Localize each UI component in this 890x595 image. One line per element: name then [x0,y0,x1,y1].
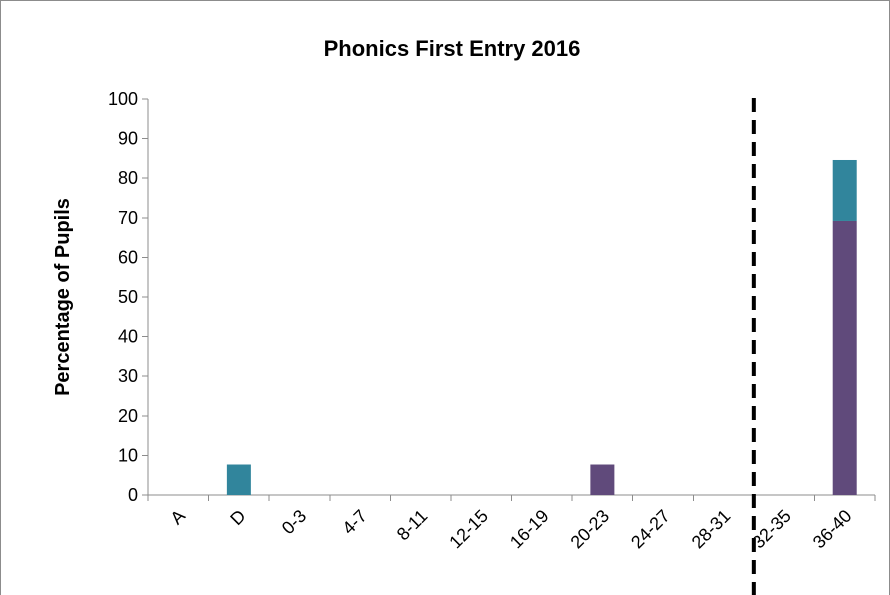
y-tick-label: 70 [118,208,138,228]
y-tick-label: 10 [118,445,138,465]
y-tick-label: 30 [118,366,138,386]
y-tick-label: 40 [118,327,138,347]
bar-segment-series-2-36-40 [832,159,857,221]
bar-segment-series-2-D [226,464,251,495]
y-tick-label: 100 [108,89,138,109]
y-tick-label: 90 [118,129,138,149]
y-axis-label: Percentage of Pupils [52,198,74,396]
y-tick-label: 50 [118,287,138,307]
y-tick-label: 0 [128,485,138,505]
chart-title: Phonics First Entry 2016 [324,36,581,61]
y-tick-label: 80 [118,168,138,188]
bar-segment-series-1-20-23 [590,464,615,495]
y-tick-label: 60 [118,247,138,267]
bar-segment-series-1-36-40 [832,220,857,495]
y-tick-label: 20 [118,406,138,426]
